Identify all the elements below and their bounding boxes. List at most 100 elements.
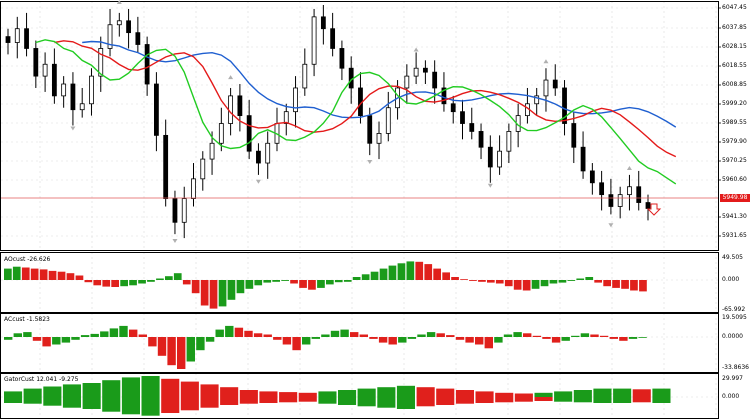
ac-histogram-bar [100,331,109,337]
ao-histogram-bar [585,277,594,280]
gator-upper-bar [652,388,671,397]
bullish-candle [79,103,85,111]
ao-histogram-bar [102,280,111,287]
ao-histogram-bar [424,264,433,280]
fractal-down-arrow [608,223,614,228]
ac-histogram-bar [234,327,244,337]
gator-lower-bar [455,397,474,404]
bullish-candle [98,48,104,77]
bullish-candle [191,178,196,199]
gator-upper-bar [239,390,258,397]
ao-axis-label: -65.992 [722,306,746,313]
main-axis-label: 6037.85 [722,24,747,31]
ac-histogram-bar [532,335,542,337]
ao-histogram-bar [30,268,39,280]
ao-histogram-bar [621,280,629,289]
ao-histogram-bar [209,280,218,309]
ac-histogram-bar [282,337,292,345]
main-axis-label: 5999.20 [722,100,747,107]
ao-histogram-bar [513,280,522,290]
bearish-candle [636,186,642,203]
ao-histogram-bar [254,280,263,286]
lips-line [35,39,677,185]
ao-histogram-bar [218,280,227,307]
bearish-candle [367,115,373,144]
bearish-candle [70,83,76,111]
ao-histogram-bar [308,280,316,290]
gator-axis-label: 0.000 [722,393,740,400]
ao-histogram-bar [129,280,137,286]
ao-histogram-bar [326,280,334,285]
ao-histogram-bar [406,261,415,280]
gator-upper-bar [180,381,199,397]
fractal-down-arrow [172,239,178,244]
bullish-candle [376,133,382,144]
ac-histogram-bar [302,337,311,345]
bullish-candle [209,142,215,160]
gator-lower-bar [514,397,533,402]
gator-lower-bar [436,397,455,405]
ao-histogram-bar [469,280,477,281]
bullish-candle [283,111,289,124]
ao-histogram-bar [603,280,611,287]
bearish-candle [571,123,577,148]
gator-lower-bar [652,397,671,403]
bearish-candle [589,170,595,184]
ao-histogram-bar [4,268,12,280]
ao-histogram-bar [290,280,298,284]
bullish-candle [506,131,512,152]
ac-histogram-bar [398,337,407,343]
ac-histogram-bar [148,337,157,347]
gator-lower-bar [43,397,62,406]
ao-histogram-bar [334,280,343,283]
pane-border [0,1,719,251]
bearish-candle [608,194,614,207]
ac-histogram-bar [609,337,618,339]
ao-histogram-bar [442,272,450,280]
gator-lower-bar [357,397,376,407]
gator-upper-bar [4,391,23,397]
ao-histogram-bar [48,270,57,280]
bullish-candle [534,95,540,105]
ac-histogram-bar [494,337,503,343]
ac-histogram-bar [580,333,590,337]
ao-histogram-bar [147,280,155,282]
bearish-candle [580,146,586,172]
bullish-candle [404,75,410,89]
main-axis-label: 6018.55 [722,62,747,69]
gator-upper-bar [396,385,415,397]
ac-histogram-bar [225,325,234,337]
gator-upper-bar [82,383,101,397]
ac-histogram-bar [138,334,147,337]
ac-histogram-bar [369,337,378,339]
ac-histogram-bar [330,330,340,337]
ac-histogram-bar [90,333,99,337]
ao-histogram-bar [138,280,146,284]
fractal-down-arrow [70,126,76,131]
ac-histogram-bar [590,334,599,337]
ao-histogram-bar [57,271,66,280]
sell-arrow-icon [646,203,662,216]
ao-histogram-bar [111,280,119,287]
ao-histogram-bar [495,280,504,284]
ao-histogram-bar [352,277,361,280]
main-axis-label: 5931.65 [722,232,747,239]
fractal-up-arrow [413,47,419,52]
gator-lower-bar [298,397,317,402]
ao-histogram-bar [120,280,128,287]
ac-histogram-bar [571,335,580,337]
ao-histogram-bar [299,280,307,288]
gator-lower-bar [220,397,239,405]
bearish-candle [320,16,326,30]
ao-histogram-bar [173,273,182,280]
ao-histogram-bar [639,280,647,292]
fractal-up-arrow [543,59,549,64]
ac-histogram-bar [196,337,205,351]
main-axis-label: 5970.25 [722,157,747,164]
ao-histogram-bar [531,280,540,289]
ao-histogram-bar [576,278,585,280]
ac-histogram-bar [436,333,445,337]
bearish-candle [487,146,493,168]
gator-lower-bar [632,397,651,403]
